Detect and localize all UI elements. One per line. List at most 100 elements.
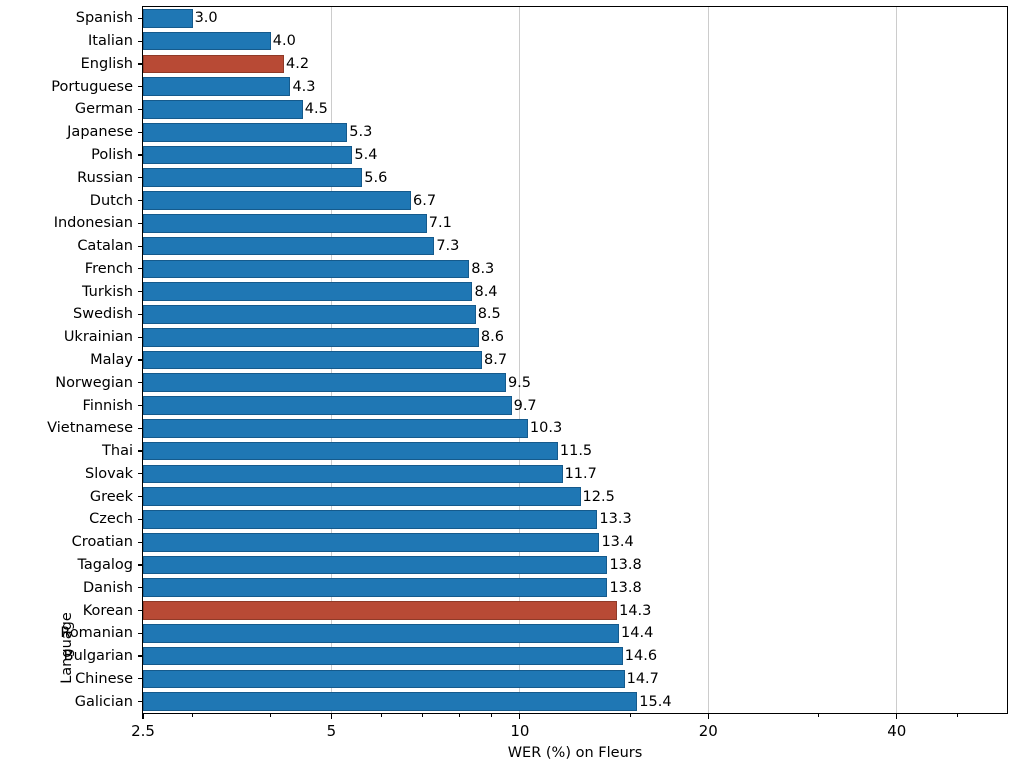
bar-value-label: 8.5 — [477, 306, 501, 323]
bar-portuguese — [143, 77, 291, 97]
y-axis-tick-mark — [138, 131, 143, 133]
x-axis-minor-tick — [380, 713, 382, 717]
y-axis-tick-mark — [138, 245, 143, 247]
bar-slovak — [143, 464, 563, 484]
bar-value-label: 14.6 — [624, 647, 658, 664]
x-axis-minor-tick — [956, 713, 958, 717]
y-axis-tick-label: Dutch — [89, 192, 133, 209]
y-axis-tick-label: Danish — [82, 579, 133, 596]
bar-thai — [143, 441, 558, 461]
x-axis-tick-label: 2.5 — [131, 722, 155, 740]
x-axis-major-tick — [330, 713, 333, 719]
bar-korean — [143, 601, 618, 620]
y-axis-tick-mark — [138, 655, 143, 657]
bar-french — [143, 259, 470, 279]
bar-danish — [143, 578, 608, 598]
x-axis-tick-label: 10 — [510, 722, 530, 740]
y-axis-tick-mark — [138, 108, 143, 111]
y-axis-tick-mark — [138, 473, 143, 475]
y-axis-tick-label: Galician — [74, 693, 133, 710]
y-axis-tick-label: Japanese — [67, 124, 133, 140]
bar-value-label: 4.5 — [304, 101, 328, 118]
bar-norwegian — [143, 373, 506, 393]
y-axis-tick-label: Spanish — [75, 10, 133, 27]
y-axis-tick-label: Malay — [90, 351, 133, 368]
bar-english — [143, 54, 285, 74]
y-axis-tick-mark — [138, 701, 143, 703]
bar-value-label: 10.3 — [529, 420, 563, 437]
x-axis-tick-label: 20 — [698, 722, 718, 740]
bar-value-label: 11.7 — [564, 465, 597, 482]
bar-tagalog — [143, 555, 608, 575]
y-axis-tick-mark — [138, 382, 143, 384]
bar-value-label: 13.8 — [609, 579, 642, 596]
y-axis-tick-mark — [138, 40, 143, 42]
y-axis-tick-mark — [138, 496, 143, 498]
bar-bulgarian — [143, 646, 623, 666]
bar-finnish — [143, 396, 512, 415]
x-axis-major-tick — [519, 713, 521, 719]
y-axis-tick-mark — [138, 541, 143, 543]
bar-value-label: 5.4 — [354, 146, 378, 163]
y-axis-tick-mark — [138, 564, 143, 566]
y-axis-tick-mark — [138, 154, 143, 156]
y-axis-tick-label: Tagalog — [77, 556, 133, 573]
y-axis-tick-label: Czech — [89, 511, 133, 528]
y-axis-label: Language — [59, 612, 75, 684]
y-axis-tick-label: German — [74, 101, 133, 118]
y-axis-tick-mark — [138, 518, 143, 520]
bar-value-label: 7.1 — [428, 215, 452, 232]
y-axis-tick-label: Greek — [89, 488, 133, 505]
bar-value-label: 11.5 — [559, 442, 593, 459]
bar-polish — [143, 145, 353, 165]
y-axis-tick-label: Catalan — [77, 237, 133, 254]
bar-value-label: 8.7 — [484, 351, 508, 368]
bar-turkish — [143, 282, 473, 301]
x-axis-major-tick — [142, 713, 144, 719]
bar-spanish — [143, 9, 193, 28]
y-axis-tick-mark — [138, 404, 143, 407]
y-axis-tick-label: Korean — [82, 602, 133, 619]
y-axis-tick-mark — [138, 291, 143, 293]
bar-value-label: 4.0 — [272, 32, 296, 49]
bar-value-label: 12.5 — [582, 488, 615, 505]
x-axis-minor-tick — [270, 713, 272, 717]
y-axis-tick-mark — [138, 199, 143, 202]
y-axis-tick-mark — [138, 63, 143, 65]
bar-japanese — [143, 122, 348, 142]
bar-value-label: 6.7 — [413, 192, 437, 209]
y-axis-tick-label: Swedish — [73, 306, 133, 323]
x-axis-tick-label: 5 — [326, 722, 337, 740]
bar-value-label: 8.3 — [471, 260, 495, 277]
y-axis-tick-mark — [138, 17, 143, 19]
y-axis-tick-mark — [138, 86, 143, 88]
y-axis-tick-mark — [138, 268, 143, 270]
x-axis-minor-tick — [458, 713, 460, 717]
x-axis-label: WER (%) on Fleurs — [507, 745, 643, 761]
bar-dutch — [143, 191, 411, 210]
y-axis-tick-label: Russian — [77, 169, 133, 186]
y-axis-tick-label: Norwegian — [55, 374, 133, 391]
bar-german — [143, 100, 303, 119]
y-axis-tick-label: English — [80, 55, 133, 72]
bar-value-label: 5.6 — [364, 169, 388, 186]
x-axis-minor-tick — [192, 713, 194, 717]
bar-value-label: 9.7 — [513, 397, 537, 414]
bar-russian — [143, 168, 363, 188]
bar-catalan — [143, 236, 435, 256]
bar-greek — [143, 487, 581, 506]
bar-value-label: 7.3 — [436, 237, 460, 254]
y-axis-tick-mark — [138, 587, 143, 589]
y-axis-tick-mark — [138, 177, 143, 179]
bar-value-label: 8.4 — [474, 283, 498, 300]
y-axis-tick-label: Polish — [91, 146, 133, 163]
y-axis-tick-label: Portuguese — [51, 78, 133, 95]
y-axis-tick-label: Italian — [88, 32, 133, 49]
bar-value-label: 14.4 — [621, 625, 654, 642]
bar-vietnamese — [143, 418, 528, 438]
bar-romanian — [143, 623, 620, 643]
y-axis-tick-mark — [138, 632, 143, 634]
bar-value-label: 13.3 — [599, 511, 632, 528]
y-axis-tick-label: Ukrainian — [63, 328, 133, 345]
y-axis-tick-mark — [138, 609, 143, 612]
